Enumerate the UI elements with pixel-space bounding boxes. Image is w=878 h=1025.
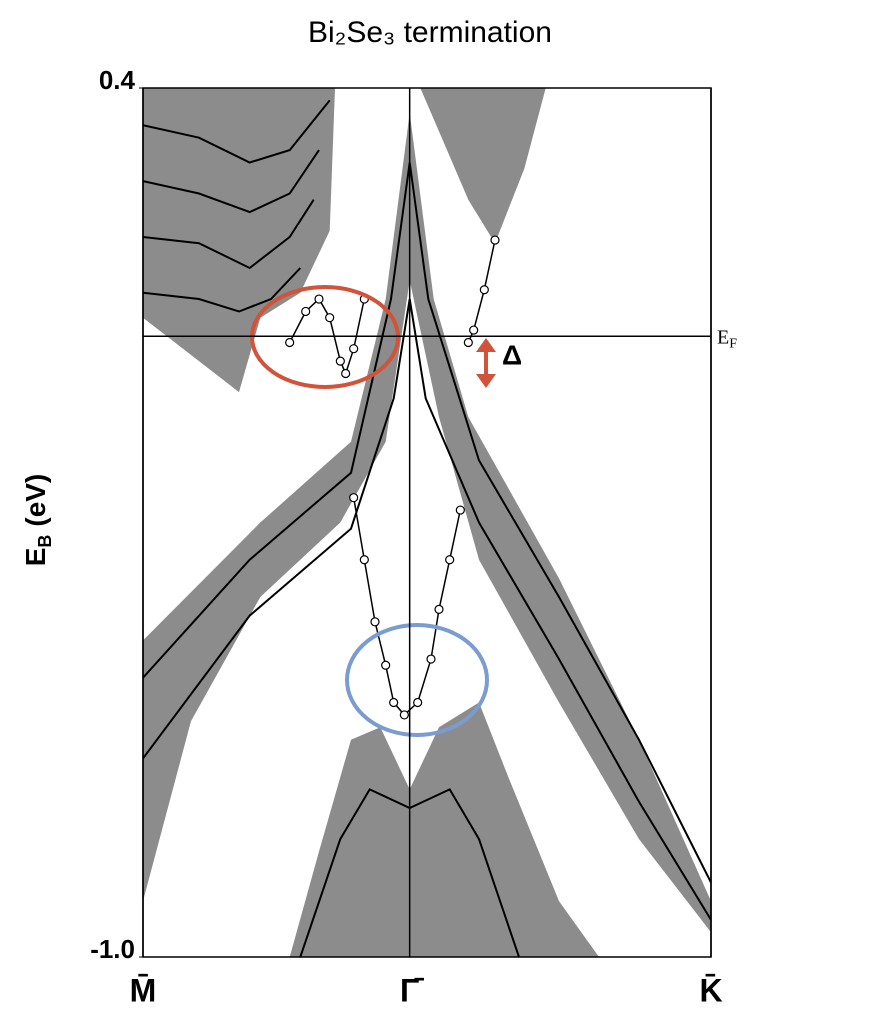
- x-tick-label: Γ̄: [400, 972, 424, 1008]
- bulk-band-region: [143, 112, 711, 933]
- band-line: [143, 162, 711, 883]
- fermi-label-text: E: [717, 326, 729, 348]
- arrow-head: [476, 338, 496, 352]
- surface-state-point: [426, 654, 436, 664]
- surface-state: [352, 497, 462, 716]
- surface-state-point: [413, 697, 423, 708]
- surface-state-point: [341, 368, 351, 379]
- surface-state-point: [389, 697, 399, 708]
- surface-state-point: [479, 285, 489, 295]
- band-line: [143, 149, 320, 214]
- band-line: [143, 99, 331, 164]
- surface-state-point: [469, 325, 479, 335]
- fermi-label-subscript: F: [729, 337, 737, 352]
- y-label-text: E: [20, 548, 51, 567]
- bulk-band-region: [289, 702, 599, 957]
- arrow-head: [476, 374, 496, 388]
- y-label-unit: (eV): [20, 474, 51, 527]
- surface-state-point: [349, 344, 359, 354]
- band-line: [143, 298, 711, 921]
- bulk-band-region: [420, 88, 546, 244]
- x-tick-label: K̄: [699, 972, 722, 1008]
- highlight-ellipse: [345, 623, 489, 737]
- surface-state-point: [370, 617, 380, 627]
- surface-state-point: [399, 710, 409, 720]
- surface-state-point: [359, 555, 369, 565]
- y-axis-label: EB (eV): [20, 474, 54, 567]
- surface-state-point: [349, 493, 359, 503]
- band-line: [143, 199, 315, 270]
- y-tick-label: -1.0: [90, 934, 135, 964]
- band-line: [143, 267, 302, 313]
- plot-area: [143, 88, 711, 957]
- surface-state-point: [463, 337, 473, 348]
- surface-state-point: [490, 235, 500, 245]
- surface-state-point: [325, 313, 335, 323]
- surface-state-point: [314, 294, 324, 304]
- x-tick-label: M̄: [130, 972, 157, 1008]
- surface-state-point: [445, 555, 455, 565]
- surface-state-point: [381, 660, 391, 670]
- fermi-label: EF: [717, 326, 737, 352]
- surface-state-point: [335, 356, 345, 366]
- surface-state-point: [285, 337, 295, 348]
- y-tick-label: 0.4: [99, 65, 136, 95]
- gap-label: Δ: [502, 339, 522, 370]
- surface-state-point: [301, 306, 311, 317]
- chart-title: Bi₂Se₃ termination: [308, 16, 552, 49]
- gap-arrow: [476, 338, 496, 388]
- y-label-subscript: B: [35, 535, 55, 548]
- surface-state-point: [455, 505, 465, 515]
- bulk-band-region: [143, 88, 335, 393]
- surface-state-point: [434, 604, 444, 615]
